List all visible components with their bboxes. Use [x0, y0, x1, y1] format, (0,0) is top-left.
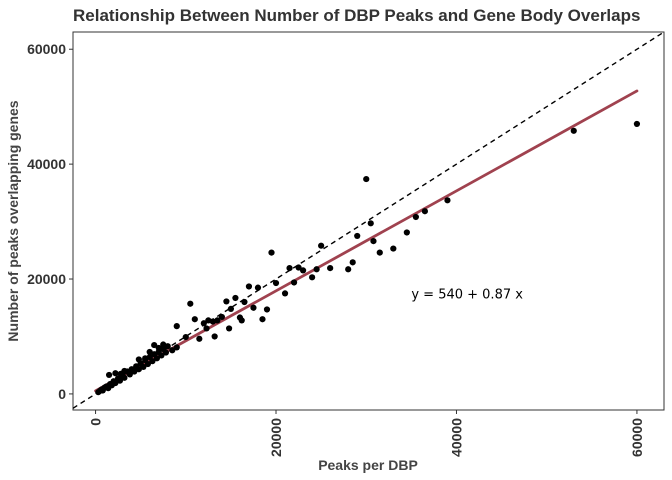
- data-point: [268, 249, 275, 256]
- data-point: [196, 335, 203, 342]
- data-point: [223, 298, 230, 305]
- data-point: [313, 266, 320, 273]
- data-point: [390, 245, 397, 252]
- data-point: [412, 213, 419, 221]
- data-point: [286, 265, 293, 272]
- data-point: [214, 317, 221, 324]
- data-point: [299, 267, 307, 274]
- data-point: [149, 358, 156, 365]
- data-point: [245, 283, 253, 290]
- data-point: [135, 356, 142, 363]
- data-point: [403, 229, 410, 236]
- data-point: [263, 306, 271, 313]
- data-point: [105, 371, 113, 379]
- data-point: [121, 374, 128, 381]
- data-point: [173, 323, 180, 330]
- y-axis-title: Number of peaks overlapping genes: [5, 100, 21, 341]
- data-point: [160, 341, 167, 348]
- data-point: [169, 347, 176, 354]
- regression-fit-line: [94, 89, 639, 393]
- plot-panel: [72, 31, 665, 411]
- data-point: [146, 348, 153, 356]
- data-point: [633, 120, 641, 128]
- data-point: [254, 284, 262, 291]
- data-point: [173, 344, 180, 351]
- data-point: [444, 197, 451, 204]
- regression-equation-label: y = 540 + 0.87 x: [411, 287, 523, 302]
- data-point: [187, 300, 194, 307]
- data-point: [211, 333, 218, 340]
- data-point: [191, 316, 198, 323]
- data-point: [345, 266, 352, 273]
- y-tick-label: 20000: [27, 271, 66, 287]
- data-point: [232, 294, 239, 302]
- data-point: [421, 208, 428, 215]
- data-point: [327, 265, 334, 272]
- data-point: [241, 298, 248, 306]
- data-point: [349, 259, 356, 266]
- data-point: [259, 316, 266, 323]
- data-point: [126, 371, 133, 378]
- data-point: [309, 274, 316, 281]
- data-point: [158, 352, 165, 359]
- data-point: [218, 313, 225, 321]
- data-point: [140, 363, 147, 371]
- x-axis-title: Peaks per DBP: [318, 457, 418, 473]
- data-point: [121, 367, 128, 375]
- data-point: [238, 317, 245, 324]
- data-point: [144, 360, 151, 368]
- data-point: [295, 264, 302, 271]
- data-point: [318, 242, 325, 249]
- data-point: [376, 249, 383, 256]
- x-tick-label: 0: [88, 418, 104, 426]
- data-point: [370, 238, 377, 245]
- x-tick-label: 60000: [629, 418, 645, 457]
- data-point: [272, 279, 280, 287]
- chart-title: Relationship Between Number of DBP Peaks…: [73, 6, 640, 25]
- data-point: [354, 232, 361, 240]
- data-point: [363, 175, 370, 183]
- data-point: [182, 333, 189, 341]
- data-point: [227, 305, 235, 312]
- y-tick-label: 40000: [27, 156, 66, 172]
- x-tick-label: 20000: [268, 418, 284, 457]
- data-point: [203, 325, 210, 332]
- data-point: [155, 344, 162, 352]
- data-point: [162, 349, 170, 356]
- data-point: [142, 355, 149, 362]
- data-point: [225, 325, 233, 332]
- data-point: [200, 320, 207, 327]
- data-point: [570, 127, 577, 134]
- x-tick-label: 40000: [448, 418, 464, 457]
- data-point: [250, 304, 257, 311]
- data-point: [151, 341, 158, 349]
- data-point: [116, 377, 124, 384]
- data-point: [112, 370, 119, 377]
- data-point: [367, 220, 374, 227]
- data-point: [290, 279, 298, 286]
- data-point: [281, 290, 289, 297]
- data-point: [153, 355, 161, 362]
- y-tick-label: 0: [58, 386, 66, 402]
- y-tick-label: 60000: [27, 41, 66, 57]
